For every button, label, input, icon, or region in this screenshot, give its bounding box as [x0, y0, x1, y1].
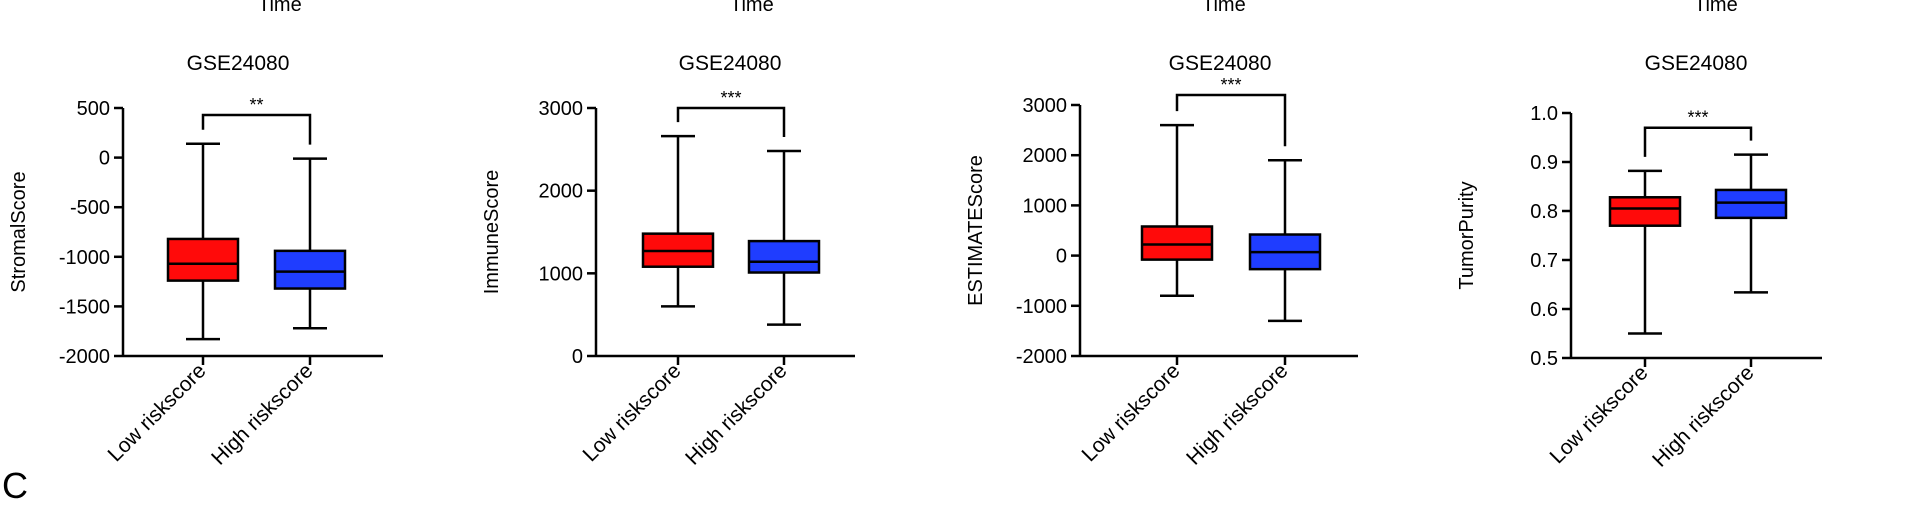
- y-tick-label: 0: [572, 346, 583, 368]
- y-axis-label: StromalScore: [8, 171, 30, 292]
- significance-label: ***: [1220, 75, 1241, 95]
- box-low-riskscore: [1608, 169, 1682, 335]
- box-high-riskscore: [1714, 153, 1788, 294]
- y-tick-label: 0.7: [1530, 250, 1558, 272]
- y-tick-label: 0: [99, 148, 110, 170]
- box-high-riskscore: [747, 149, 821, 326]
- y-axis-label: TumorPurity: [1456, 181, 1478, 289]
- chart-panel-2: GSE24080 3000 2000 1000 0 ImmuneScore Low risk…: [481, 52, 855, 470]
- y-tick-label: 500: [77, 98, 110, 120]
- box-high-riskscore: [273, 157, 347, 330]
- x-tick-label: Low riskscore: [1077, 359, 1184, 466]
- y-tick-label: 1000: [1023, 195, 1068, 217]
- y-axis-label: ImmuneScore: [481, 170, 503, 295]
- y-tick-label: -500: [70, 197, 110, 219]
- top-fragment-label: Time: [730, 0, 774, 16]
- y-tick-label: 2000: [1023, 145, 1068, 167]
- box-low-riskscore: [166, 142, 240, 341]
- chart-title: GSE24080: [679, 52, 782, 75]
- significance-label: **: [249, 95, 263, 115]
- top-fragment-label: Time: [1694, 0, 1738, 16]
- y-tick-label: 0: [1056, 246, 1067, 268]
- box-high-riskscore: [1248, 158, 1322, 323]
- y-tick-label: -1000: [59, 247, 110, 269]
- box-iqr: [747, 239, 821, 274]
- x-tick-label: High riskscore: [681, 359, 791, 469]
- significance-bracket: [676, 106, 786, 137]
- box-iqr: [1140, 225, 1214, 261]
- chart-title: GSE24080: [187, 52, 290, 75]
- y-axis-label: ESTIMATEScore: [965, 155, 987, 306]
- x-tick-label: Low riskscore: [103, 359, 210, 466]
- y-tick-label: 2000: [539, 181, 584, 203]
- y-tick-label: -1000: [1016, 296, 1067, 318]
- box-iqr: [166, 237, 240, 282]
- x-tick-label: High riskscore: [207, 359, 317, 469]
- panel-letter-fragment: C: [2, 465, 28, 506]
- y-tick-label: 3000: [539, 98, 584, 120]
- significance-bracket: [201, 113, 312, 145]
- x-tick-label: Low riskscore: [578, 359, 685, 466]
- box-iqr: [273, 249, 347, 290]
- top-fragment-label: Time: [258, 0, 302, 16]
- chart-title: GSE24080: [1169, 52, 1272, 75]
- chart-panel-3: GSE24080 3000 2000 1000 0 -1000 -2000 ESTIMATES…: [965, 52, 1358, 470]
- y-tick-label: 3000: [1023, 95, 1068, 117]
- y-tick-label: -2000: [1016, 346, 1067, 368]
- y-tick-label: 1.0: [1530, 103, 1558, 125]
- y-tick-label: -1500: [59, 296, 110, 318]
- significance-label: ***: [720, 88, 741, 108]
- x-tick-label: High riskscore: [1648, 361, 1758, 471]
- significance-bracket: [1643, 126, 1753, 157]
- figure: Time Time Time Time C GSE24080 500 0 -500 -1…: [2, 0, 1822, 506]
- box-low-riskscore: [1140, 123, 1214, 298]
- chart-title: GSE24080: [1645, 52, 1748, 75]
- top-fragment-label: Time: [1202, 0, 1246, 16]
- x-tick-label: Low riskscore: [1545, 361, 1652, 468]
- x-tick-label: High riskscore: [1182, 359, 1292, 469]
- significance-bracket: [1175, 93, 1287, 147]
- chart-panel-4: GSE24080 1.0 0.9 0.8 0.7 0.6 0.5 TumorPurity Low…: [1456, 52, 1822, 472]
- y-tick-label: 0.5: [1530, 348, 1558, 370]
- significance-label: ***: [1687, 108, 1708, 128]
- y-tick-label: 0.8: [1530, 201, 1558, 223]
- y-tick-label: 0.6: [1530, 299, 1558, 321]
- y-tick-label: 1000: [539, 263, 584, 285]
- chart-panel-1: GSE24080 500 0 -500 -1000 -1500 -2000 StromalSc…: [8, 52, 383, 470]
- box-plot-charts: GSE24080 500 0 -500 -1000 -1500 -2000 StromalSc…: [8, 52, 1822, 472]
- y-tick-label: 0.9: [1530, 152, 1558, 174]
- box-low-riskscore: [641, 134, 715, 308]
- y-tick-label: -2000: [59, 346, 110, 368]
- box-iqr: [1608, 196, 1682, 227]
